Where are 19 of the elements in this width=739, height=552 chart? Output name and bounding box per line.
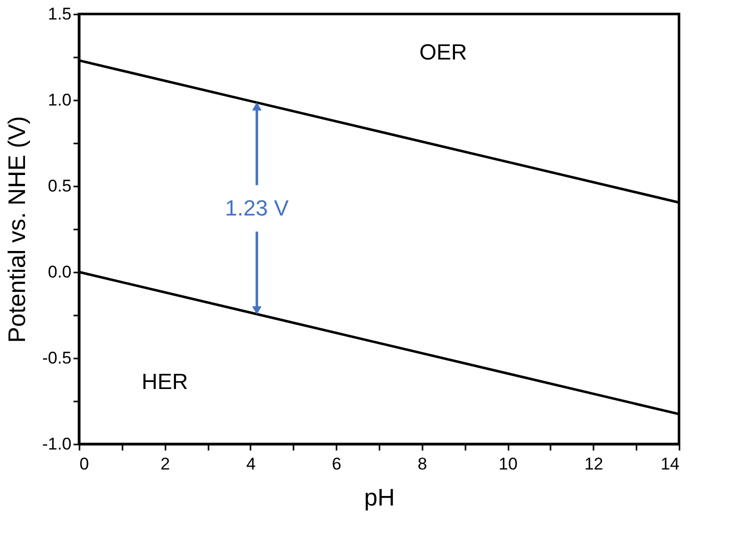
x-tick-label: 6: [332, 454, 342, 474]
x-tick-label: 8: [418, 454, 428, 474]
y-tick-label: 0.0: [48, 262, 72, 282]
y-tick-label: 0.5: [48, 176, 72, 196]
y-tick-label: -1.0: [42, 434, 72, 454]
x-tick-label: 2: [160, 454, 170, 474]
annotation: HER: [142, 369, 188, 394]
annotation: 1.23 V: [225, 195, 289, 220]
y-tick-label: 1.0: [48, 90, 72, 110]
y-tick-label: -0.5: [42, 348, 72, 368]
x-tick-label: 0: [80, 454, 89, 474]
x-tick-label: 14: [660, 454, 680, 474]
y-axis-title: Potential vs. NHE (V): [4, 116, 32, 343]
x-tick-label: 10: [498, 454, 518, 474]
x-axis-title: pH: [364, 484, 395, 512]
y-tick-label: 1.5: [48, 4, 72, 24]
x-tick-label: 4: [246, 454, 256, 474]
x-tick-label: 12: [584, 454, 604, 474]
annotation: OER: [419, 40, 468, 65]
